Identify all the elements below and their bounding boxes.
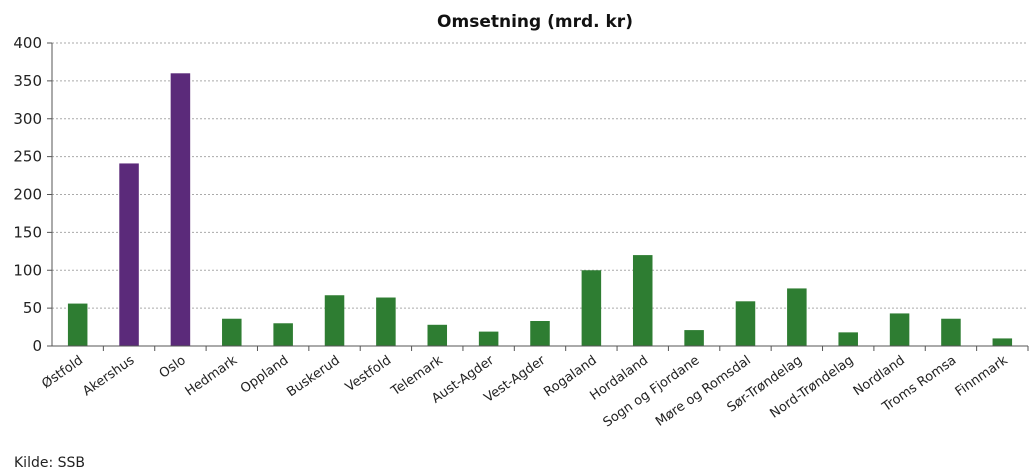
bar — [530, 321, 550, 346]
x-tick-label: Oppland — [238, 353, 292, 397]
x-tick-label: Østfold — [39, 353, 86, 392]
bar — [170, 73, 191, 347]
y-tick-label: 0 — [32, 337, 42, 355]
bar — [324, 295, 345, 346]
bar — [632, 255, 653, 346]
x-tick-label: Hedmark — [183, 353, 241, 400]
bar — [376, 297, 396, 346]
x-tick-label: Sogn og Fjordane — [601, 353, 703, 431]
bars — [67, 73, 1013, 347]
bar — [222, 318, 242, 346]
y-axis: 0 50 100 150 200 250 300 350 400 — [13, 34, 53, 355]
bar — [838, 332, 858, 346]
y-tick-label: 250 — [13, 148, 42, 166]
bar — [273, 323, 293, 346]
y-tick-label: 200 — [13, 186, 42, 204]
x-tick-label: Vestfold — [343, 353, 394, 395]
y-tick-label: 300 — [13, 110, 42, 128]
gridlines — [52, 42, 1028, 309]
bar — [889, 313, 910, 346]
bar — [119, 163, 139, 346]
bar — [992, 338, 1013, 346]
bar — [787, 288, 807, 346]
x-tick-label: Møre og Romsdal — [653, 353, 754, 430]
source-note: Kilde: SSB — [14, 455, 86, 471]
y-tick-label: 50 — [23, 299, 42, 317]
x-tick-label: Buskerud — [284, 353, 342, 400]
bar — [67, 303, 88, 346]
x-tick-label: Akershus — [80, 353, 137, 399]
bar — [478, 331, 499, 346]
bar — [427, 324, 448, 346]
y-tick-label: 150 — [13, 223, 42, 241]
y-tick-label: 100 — [13, 261, 42, 279]
x-tick-label: Oslo — [157, 353, 189, 382]
y-tick-label: 400 — [13, 34, 42, 52]
y-tick-label: 350 — [13, 72, 42, 90]
bar — [941, 318, 961, 346]
bar — [735, 301, 756, 346]
bar — [581, 270, 602, 346]
bar — [684, 330, 704, 346]
chart-title: Omsetning (mrd. kr) — [437, 12, 633, 32]
x-tick-label: Finnmark — [953, 353, 1011, 400]
